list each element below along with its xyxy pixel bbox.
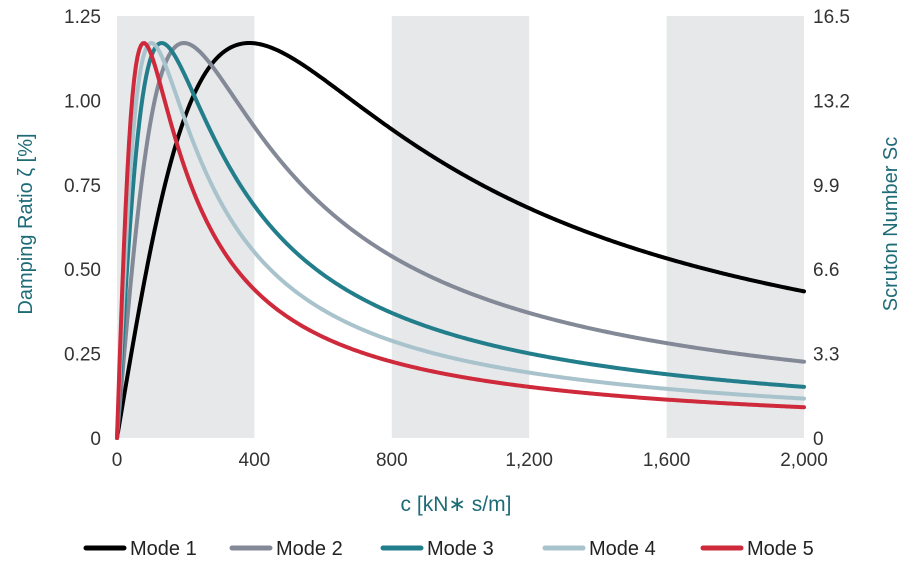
y-axis-title: Damping Ratio ζ [%] [15, 133, 37, 314]
series-line-mode-4 [115, 40, 806, 440]
y2-tick-labels: 0 3.3 6.6 9.9 13.2 16.5 [813, 7, 850, 450]
legend: Mode 1 Mode 2 Mode 3 Mode 4 Mode 5 [83, 538, 814, 560]
legend-label-mode-2: Mode 2 [276, 538, 343, 560]
y-tick-labels: 0 0.25 0.50 0.75 1.00 1.25 [64, 7, 101, 450]
y2-tick-label: 13.2 [813, 91, 850, 112]
y-tick-label: 0 [90, 429, 101, 450]
series-line-mode-3 [115, 40, 806, 440]
legend-label-mode-3: Mode 3 [427, 538, 494, 560]
x-tick-label: 400 [239, 450, 271, 471]
y-tick-label: 0.25 [64, 345, 101, 366]
y2-tick-label: 9.9 [813, 176, 839, 197]
shaded-band [391, 16, 530, 438]
shaded-bands [117, 16, 804, 438]
x-tick-label: 2,000 [780, 450, 828, 471]
x-tick-labels: 0 400 800 1,200 1,600 2,000 [112, 450, 828, 471]
y2-tick-label: 6.6 [813, 260, 839, 281]
legend-label-mode-5: Mode 5 [747, 538, 814, 560]
shaded-band [666, 16, 804, 438]
y2-tick-label: 16.5 [813, 7, 850, 28]
legend-label-mode-1: Mode 1 [130, 538, 197, 560]
y2-tick-label: 3.3 [813, 345, 839, 366]
x-tick-label: 1,600 [643, 450, 691, 471]
series-line-mode-1 [115, 41, 806, 440]
x-axis-title: c [kN∗ s/m] [401, 493, 512, 516]
x-tick-label: 1,200 [505, 450, 553, 471]
y-tick-label: 1.25 [64, 7, 101, 28]
y2-axis-title: Scruton Number Sc [880, 137, 902, 312]
legend-label-mode-4: Mode 4 [589, 538, 656, 560]
y2-tick-label: 0 [813, 429, 824, 450]
series-line-mode-5 [115, 41, 806, 440]
x-tick-label: 800 [376, 450, 408, 471]
y-tick-label: 1.00 [64, 91, 101, 112]
series-line-mode-2 [115, 41, 806, 440]
series-curves [115, 40, 806, 440]
x-tick-label: 0 [112, 450, 123, 471]
y-tick-label: 0.75 [64, 176, 101, 197]
y-tick-label: 0.50 [64, 260, 101, 281]
